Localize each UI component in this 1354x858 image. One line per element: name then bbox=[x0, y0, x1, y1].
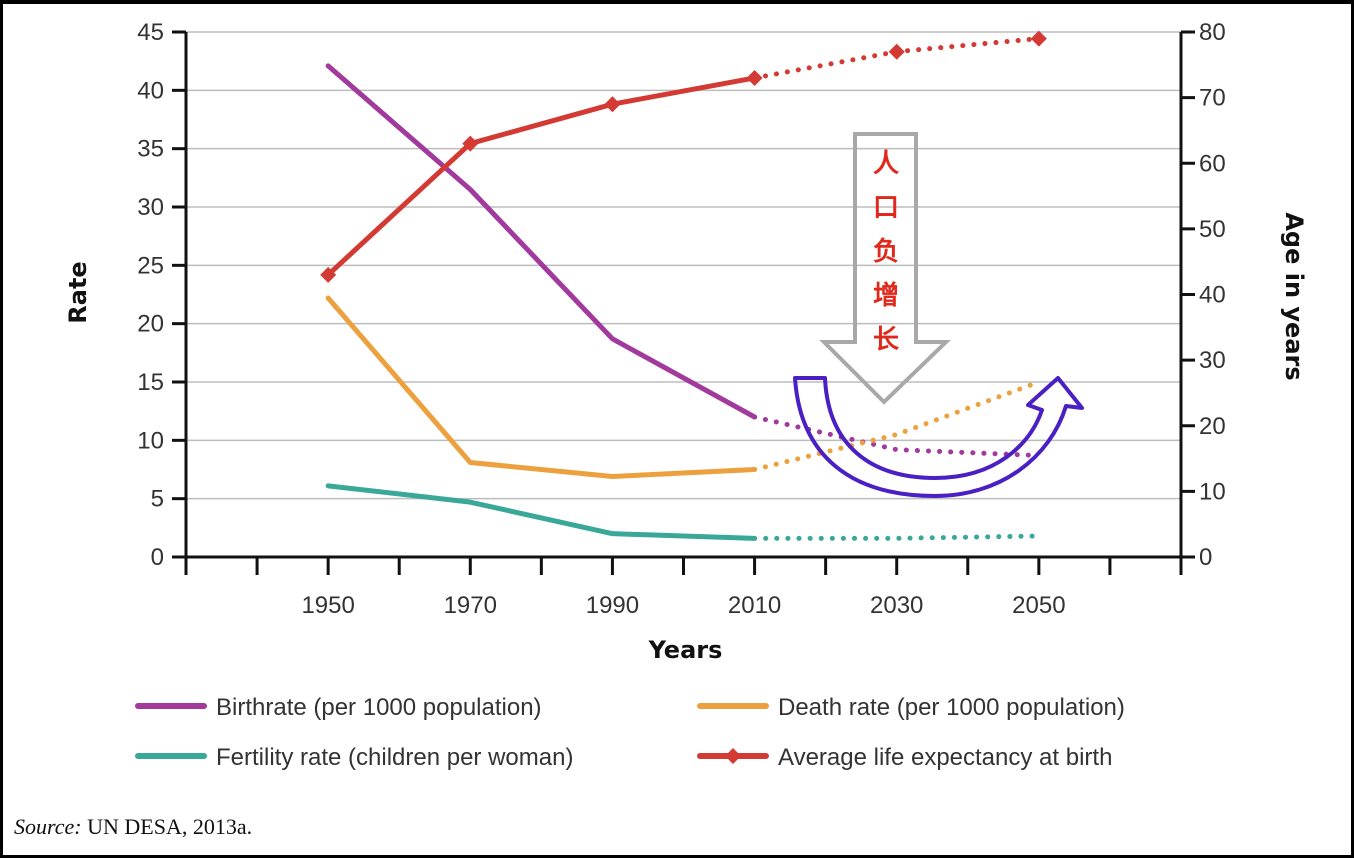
legend-item-0: Birthrate (per 1000 population) bbox=[135, 694, 542, 721]
series-0 bbox=[325, 63, 1042, 458]
y-left-tick-label: 10 bbox=[137, 427, 164, 454]
y-right-axis-title: Age in years bbox=[1280, 212, 1308, 380]
annotation-char: 负 bbox=[873, 237, 899, 267]
legend-label: Birthrate (per 1000 population) bbox=[216, 694, 542, 721]
y-right-tick-label: 20 bbox=[1199, 413, 1226, 440]
legend-item-3: Average life expectancy at birth bbox=[697, 744, 1112, 771]
legend-item-2: Fertility rate (children per woman) bbox=[135, 744, 573, 771]
data-point-marker bbox=[604, 96, 621, 113]
y-left-tick-label: 20 bbox=[137, 311, 164, 338]
annotation-char: 口 bbox=[873, 193, 899, 223]
y-right-tick-label: 80 bbox=[1199, 19, 1226, 46]
series-line-projected bbox=[752, 414, 1042, 458]
series-line-solid bbox=[325, 295, 758, 479]
series-line-projected bbox=[752, 533, 1042, 541]
series-1 bbox=[325, 295, 1042, 479]
y-left-tick-label: 30 bbox=[137, 194, 164, 221]
x-tick-label: 2050 bbox=[1012, 592, 1065, 619]
series-2 bbox=[325, 483, 1042, 541]
y-left-tick-label: 15 bbox=[137, 369, 164, 396]
series-line-solid bbox=[325, 483, 758, 541]
series-line-solid bbox=[325, 75, 758, 278]
data-point-marker bbox=[1030, 30, 1047, 47]
legend-label: Average life expectancy at birth bbox=[778, 744, 1112, 771]
source-note: Source: UN DESA, 2013a. bbox=[14, 814, 252, 840]
source-text: UN DESA, 2013a. bbox=[87, 814, 253, 839]
x-tick-label: 1990 bbox=[586, 592, 639, 619]
y-right-tick-label: 0 bbox=[1199, 544, 1212, 571]
legend-item-1: Death rate (per 1000 population) bbox=[697, 694, 1125, 721]
data-point-marker bbox=[888, 43, 905, 60]
x-axis-title: Years bbox=[648, 636, 723, 664]
legend-label: Death rate (per 1000 population) bbox=[778, 694, 1125, 721]
source-label: Source: bbox=[14, 814, 82, 839]
x-tick-label: 1970 bbox=[444, 592, 497, 619]
y-right-tick-label: 10 bbox=[1199, 478, 1226, 505]
y-right-tick-label: 60 bbox=[1199, 150, 1226, 177]
y-right-tick-label: 50 bbox=[1199, 216, 1226, 243]
y-left-tick-label: 45 bbox=[137, 19, 164, 46]
data-point-marker bbox=[746, 69, 763, 86]
data-point-marker bbox=[462, 135, 479, 152]
legend-label: Fertility rate (children per woman) bbox=[216, 744, 573, 771]
x-tick-label: 2030 bbox=[870, 592, 923, 619]
y-right-tick-label: 40 bbox=[1199, 282, 1226, 309]
y-left-tick-label: 0 bbox=[151, 544, 164, 571]
y-left-tick-label: 25 bbox=[137, 252, 164, 279]
axes bbox=[172, 30, 1195, 575]
series-line-solid bbox=[325, 63, 758, 420]
y-right-tick-label: 70 bbox=[1199, 85, 1226, 112]
annotation-char: 增 bbox=[873, 280, 899, 311]
series-layer bbox=[320, 30, 1047, 541]
x-tick-label: 1950 bbox=[301, 592, 354, 619]
series-line-projected bbox=[752, 379, 1042, 472]
data-point-marker bbox=[320, 266, 337, 283]
annotation-char: 人 bbox=[873, 149, 899, 179]
down-arrow bbox=[819, 132, 951, 405]
x-tick-label: 2010 bbox=[728, 592, 781, 619]
y-right-tick-label: 30 bbox=[1199, 347, 1226, 374]
y-left-tick-label: 35 bbox=[137, 136, 164, 163]
legend: Birthrate (per 1000 population) Death rat… bbox=[135, 694, 1125, 771]
annotation-char: 长 bbox=[873, 325, 900, 355]
u-turn-arrow bbox=[793, 376, 1084, 498]
y-left-axis-title: Rate bbox=[64, 261, 92, 323]
legend-marker bbox=[725, 748, 741, 764]
y-left-tick-label: 5 bbox=[151, 486, 164, 513]
y-left-tick-label: 40 bbox=[137, 77, 164, 104]
series-3 bbox=[320, 30, 1047, 283]
